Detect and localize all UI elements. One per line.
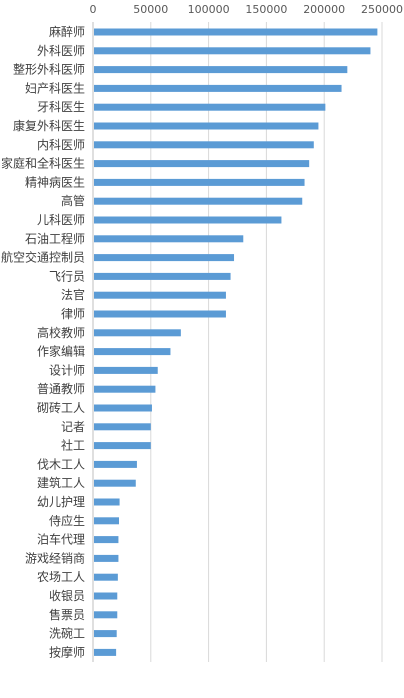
category-label: 妇产科医生 [25, 81, 85, 95]
bar [94, 630, 117, 638]
bar [94, 442, 151, 450]
category-label: 飞行员 [49, 269, 85, 283]
bar [94, 178, 305, 186]
category-label: 家庭和全科医生 [1, 156, 85, 171]
bar [94, 536, 119, 544]
bar [94, 648, 117, 656]
bar [94, 498, 120, 506]
x-tick-label: 0 [90, 3, 97, 16]
category-label: 泊车代理 [37, 532, 85, 547]
category-label: 内科医师 [37, 138, 85, 152]
category-label: 设计师 [49, 363, 85, 377]
category-label: 社工 [61, 438, 85, 453]
bar [94, 479, 136, 487]
bar [94, 66, 348, 74]
bar [94, 122, 319, 130]
bar [94, 291, 226, 299]
category-label: 精神病医生 [25, 174, 85, 189]
category-label: 洗碗工 [49, 626, 85, 641]
category-label: 麻醉师 [49, 24, 85, 39]
bar [94, 460, 137, 468]
x-tick-label: 250000 [361, 3, 403, 16]
bar [94, 592, 118, 600]
category-label: 整形外科医师 [13, 62, 85, 77]
bar [94, 517, 120, 525]
x-axis-ticks: 0 50000 100000 150000 200000 250000 [90, 3, 404, 16]
category-label: 高校教师 [37, 325, 85, 340]
bars [94, 28, 378, 656]
category-label: 律师 [61, 307, 85, 321]
bar [94, 160, 310, 168]
category-label: 伐木工人 [37, 457, 85, 471]
category-label: 游戏经销商 [25, 550, 85, 565]
category-label: 高管 [61, 193, 85, 208]
x-tick-label: 100000 [188, 3, 230, 16]
bar [94, 84, 342, 92]
bar [94, 216, 282, 224]
category-label: 售票员 [49, 607, 85, 622]
bar [94, 554, 119, 562]
category-label: 侍应生 [49, 513, 85, 528]
bar [94, 329, 181, 337]
bar [94, 611, 118, 619]
bar [94, 197, 303, 205]
category-label: 农场工人 [37, 570, 85, 584]
category-label: 幼儿护理 [37, 495, 85, 509]
category-label: 记者 [61, 420, 85, 434]
x-tick-label: 150000 [245, 3, 287, 16]
bar [94, 141, 314, 149]
category-label: 建筑工人 [37, 475, 85, 490]
category-label: 康复外科医生 [13, 118, 85, 133]
bar [94, 272, 231, 280]
x-tick-label: 50000 [133, 3, 168, 16]
category-label: 砌砖工人 [37, 400, 85, 415]
category-label: 石油工程师 [25, 231, 85, 246]
bar [94, 404, 152, 412]
bar [94, 573, 118, 581]
category-label: 普通教师 [37, 381, 85, 396]
category-label: 牙科医生 [37, 100, 85, 114]
bar [94, 348, 171, 356]
x-tick-label: 200000 [303, 3, 345, 16]
bar [94, 235, 244, 243]
bar [94, 366, 158, 374]
bar [94, 47, 371, 55]
category-label: 作家编辑 [37, 344, 85, 359]
category-label: 航空交通控制员 [1, 250, 85, 265]
category-label: 按摩师 [49, 644, 85, 659]
bar [94, 310, 226, 318]
gridlines [150, 22, 383, 662]
bar [94, 254, 235, 262]
category-label: 收银员 [49, 589, 85, 603]
bar [94, 28, 378, 36]
category-label: 法官 [61, 287, 85, 302]
bar [94, 385, 156, 393]
category-label: 儿科医师 [37, 213, 85, 227]
bar [94, 103, 326, 111]
bar [94, 423, 151, 431]
category-labels: 麻醉师外科医师整形外科医师妇产科医生牙科医生康复外科医生内科医师家庭和全科医生精… [1, 24, 85, 659]
category-label: 外科医师 [37, 44, 85, 58]
